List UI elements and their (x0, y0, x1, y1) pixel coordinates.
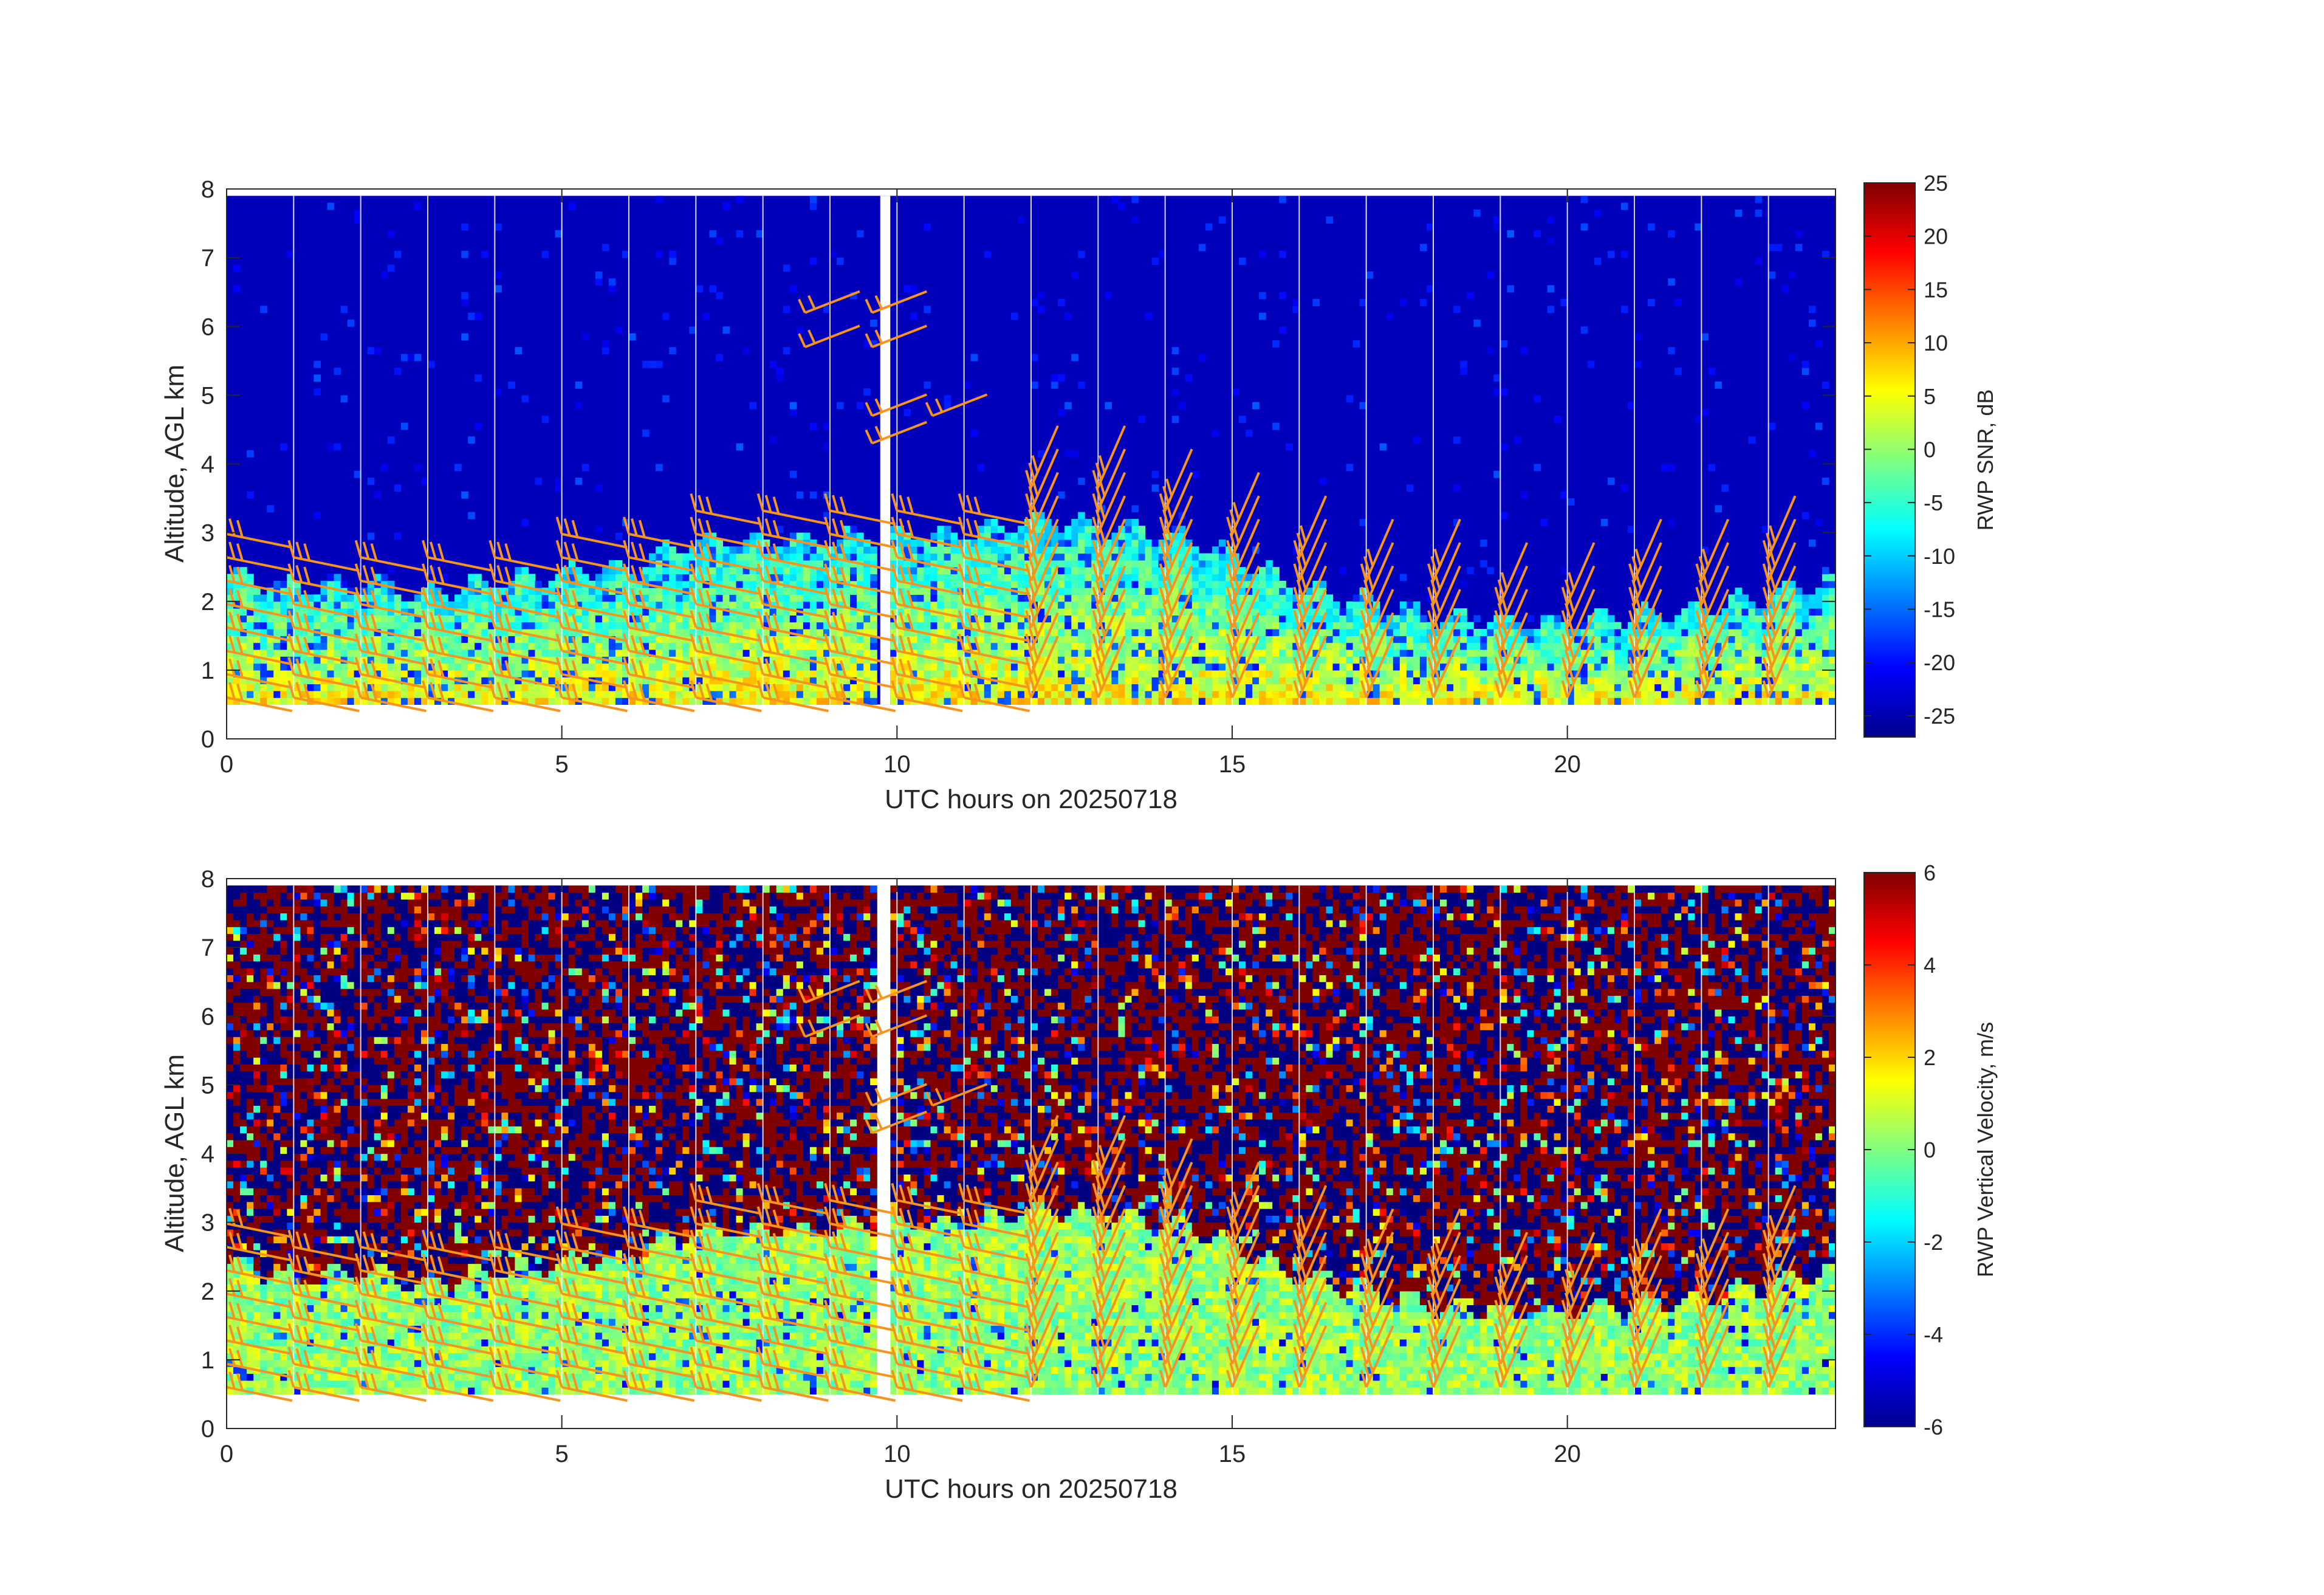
velocity-heatmap (227, 885, 1836, 1394)
colorbar-tick-label: -2 (1924, 1230, 1943, 1255)
colorbar-tick-label: -15 (1924, 597, 1955, 622)
colorbar-tick-label: 6 (1924, 860, 1936, 885)
colorbar-tick-label: -25 (1924, 704, 1955, 729)
y-tick-label: 5 (201, 382, 214, 409)
colorbar-tick-label: -5 (1924, 490, 1943, 515)
colorbar-tick-label: -10 (1924, 544, 1955, 569)
y-tick-label: 5 (201, 1072, 214, 1099)
y-tick-label: 3 (201, 1210, 214, 1237)
wind-barbs-snr (227, 290, 1797, 713)
y-tick-label: 1 (201, 1347, 214, 1374)
colorbar-tick-label: 25 (1924, 171, 1948, 196)
colorbar-tick-label: 0 (1924, 1137, 1936, 1162)
snr-colorbar-ticks: 25 20 15 10 5 0 -5 -10 -15 -20 -25 (1864, 171, 1955, 729)
x-tick-label: 20 (1554, 1441, 1581, 1467)
y-tick-label: 8 (201, 866, 214, 893)
y-tick-label: 7 (201, 935, 214, 961)
velocity-x-ticks: 0 5 10 15 20 (220, 879, 1581, 1467)
y-tick-label: 1 (201, 657, 214, 684)
colorbar-tick-label: 20 (1924, 224, 1948, 249)
y-tick-label: 2 (201, 589, 214, 616)
colorbar-tick-label: 2 (1924, 1045, 1936, 1070)
velocity-colorbar-label: RWP Vertical Velocity, m/s (1973, 1022, 1998, 1277)
snr-y-axis-label: Altitude, AGL km (160, 365, 190, 563)
wind-barbs-velocity (227, 979, 1797, 1402)
y-tick-label: 2 (201, 1278, 214, 1305)
x-tick-label: 15 (1219, 751, 1246, 778)
velocity-y-axis-label: Altitude, AGL km (160, 1054, 190, 1252)
colorbar-tick-label: 15 (1924, 277, 1948, 302)
x-tick-label: 0 (220, 1441, 233, 1467)
colorbar-tick-label: 4 (1924, 953, 1936, 978)
y-tick-label: 0 (201, 726, 214, 753)
colorbar-tick-label: -4 (1924, 1322, 1943, 1347)
y-tick-label: 0 (201, 1416, 214, 1442)
y-tick-label: 6 (201, 314, 214, 340)
x-tick-label: 0 (220, 751, 233, 778)
snr-y-ticks: 0 1 2 3 4 5 6 7 8 (201, 176, 1836, 753)
snr-colorbar (1863, 182, 1916, 738)
snr-x-axis-label: UTC hours on 20250718 (885, 784, 1177, 814)
y-tick-label: 6 (201, 1003, 214, 1030)
velocity-y-ticks: 0 1 2 3 4 5 6 7 8 (201, 866, 1836, 1442)
y-tick-label: 4 (201, 1141, 214, 1168)
snr-colorbar-label: RWP SNR, dB (1973, 389, 1998, 531)
x-tick-label: 20 (1554, 751, 1581, 778)
y-tick-label: 3 (201, 520, 214, 547)
colorbar-tick-label: 5 (1924, 384, 1936, 409)
x-tick-label: 10 (883, 1441, 911, 1467)
y-tick-label: 7 (201, 245, 214, 272)
colorbar-tick-label: -6 (1924, 1415, 1943, 1439)
velocity-colorbar-ticks: 6 4 2 0 -2 -4 -6 (1864, 860, 1943, 1439)
snr-panel: 0 5 10 15 20 0 1 2 3 4 5 6 7 8 UTC hours on 20250718… (160, 171, 1998, 814)
colorbar-tick-label: -20 (1924, 650, 1955, 675)
x-tick-label: 5 (555, 1441, 569, 1467)
x-tick-label: 5 (555, 751, 569, 778)
snr-heatmap (227, 196, 1836, 705)
colorbar-tick-label: 10 (1924, 331, 1948, 355)
y-tick-label: 8 (201, 176, 214, 203)
colorbar-tick-label: 0 (1924, 437, 1936, 462)
velocity-colorbar (1863, 872, 1916, 1427)
snr-x-ticks: 0 5 10 15 20 (220, 189, 1581, 778)
velocity-x-axis-label: UTC hours on 20250718 (885, 1474, 1177, 1504)
x-tick-label: 15 (1219, 1441, 1246, 1467)
x-tick-label: 10 (883, 751, 911, 778)
y-tick-label: 4 (201, 451, 214, 478)
